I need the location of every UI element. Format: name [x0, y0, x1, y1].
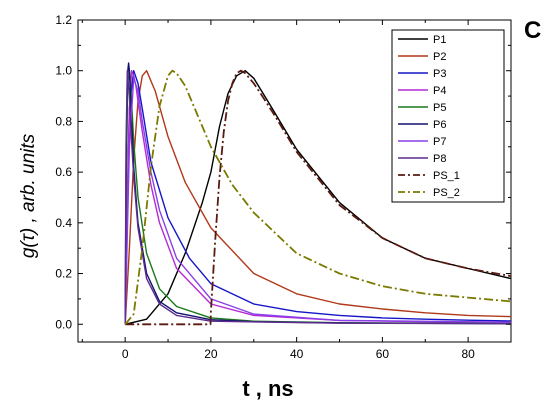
y-tick-label: 0.2 [55, 267, 72, 281]
y-tick-label: 0.8 [55, 114, 72, 128]
x-tick-label: 80 [461, 347, 475, 361]
x-tick-label: 60 [376, 347, 390, 361]
x-tick-label: 20 [204, 347, 218, 361]
series-line-ps-1 [125, 69, 512, 326]
legend-label-ps-2: PS_2 [433, 187, 460, 199]
series-line-p3 [124, 70, 512, 325]
series-line-p1 [125, 70, 512, 325]
panel-label: C [524, 17, 541, 44]
legend-label-p5: P5 [433, 102, 446, 114]
series-line-ps-2 [124, 69, 512, 325]
y-tick-label: 0.4 [55, 216, 72, 230]
legend-label-p2: P2 [433, 51, 446, 63]
x-tick-label: 0 [122, 347, 129, 361]
legend-box [391, 29, 505, 203]
series-layer [124, 62, 512, 326]
series-line-p2 [124, 70, 512, 325]
x-axis-label: t , ns [242, 376, 293, 401]
legend-label-p6: P6 [433, 119, 446, 131]
plot-frame [77, 19, 512, 343]
y-tick-label: 1.0 [55, 64, 72, 78]
axis-layer: 0 20 40 60 80 0.0 0.2 0.4 0.6 0.8 1.0 1.2 [55, 13, 512, 361]
legend-label-p4: P4 [433, 85, 446, 97]
y-tick-label: 1.2 [55, 13, 72, 27]
legend-label-p8: P8 [433, 153, 446, 165]
y-tick-label: 0.0 [55, 317, 72, 331]
legend-label-ps-1: PS_1 [433, 170, 460, 182]
y-axis-label: g(τ) , arb. units [18, 133, 39, 258]
legend-label-p7: P7 [433, 136, 446, 148]
legend: P1 P2 P3 P4 P5 P6 P7 P8 PS_1 PS_2 [391, 29, 505, 203]
legend-label-p3: P3 [433, 68, 446, 80]
legend-label-p1: P1 [433, 34, 446, 46]
y-tick-label: 0.6 [55, 165, 72, 179]
x-tick-label: 40 [290, 347, 304, 361]
